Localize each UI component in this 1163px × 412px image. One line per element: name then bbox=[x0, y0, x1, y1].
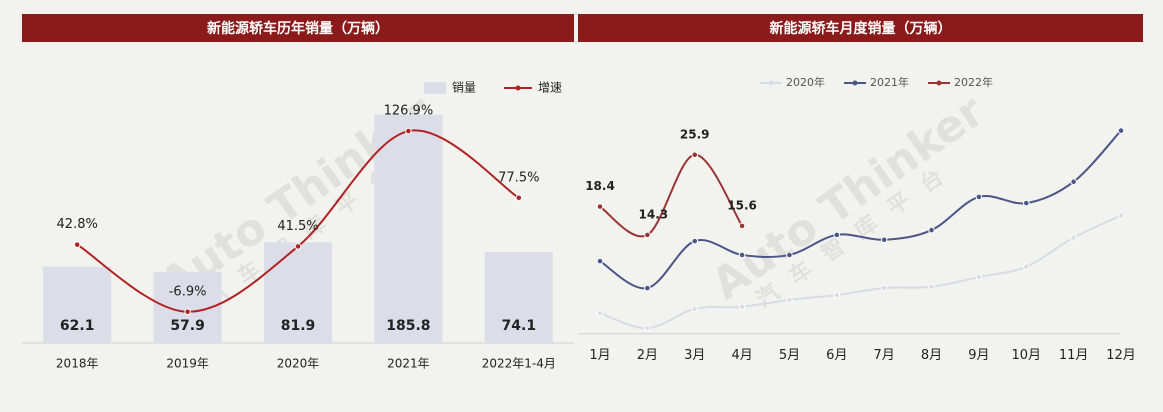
line-point bbox=[833, 231, 841, 239]
x-tick-label: 4月 bbox=[731, 348, 752, 363]
data-label: 18.4 bbox=[585, 179, 615, 193]
line-series bbox=[599, 129, 1122, 290]
line-point bbox=[975, 193, 983, 201]
legend-dot bbox=[768, 80, 774, 86]
line-point bbox=[1022, 263, 1030, 270]
legend-label: 2020年 bbox=[786, 75, 825, 89]
line-point bbox=[515, 194, 523, 202]
bar-value-label: 57.9 bbox=[170, 318, 205, 334]
line-point bbox=[928, 226, 935, 234]
data-label: 14.3 bbox=[639, 207, 669, 221]
line-point bbox=[1070, 178, 1077, 186]
data-label: 77.5% bbox=[498, 170, 539, 185]
x-tick-label: 8月 bbox=[921, 348, 942, 363]
header-bar bbox=[22, 14, 574, 42]
line-point bbox=[73, 241, 81, 248]
data-label: 41.5% bbox=[277, 219, 318, 234]
line-point bbox=[1117, 127, 1125, 134]
x-tick-label: 2020年 bbox=[277, 357, 320, 371]
x-tick-label: 2018年 bbox=[56, 357, 99, 371]
header-bar bbox=[578, 14, 1143, 42]
bar bbox=[43, 266, 112, 343]
legend-swatch bbox=[424, 82, 446, 94]
data-label: 126.9% bbox=[384, 104, 434, 119]
legend-label: 增速 bbox=[538, 81, 562, 95]
legend-label: 2021年 bbox=[870, 75, 909, 89]
line-point bbox=[596, 309, 604, 317]
line-point bbox=[691, 237, 699, 245]
line-point bbox=[184, 308, 191, 316]
line-point bbox=[786, 296, 793, 304]
line-point bbox=[786, 251, 793, 259]
x-tick-label: 1月 bbox=[589, 348, 610, 363]
x-tick-label: 5月 bbox=[779, 348, 800, 363]
legend-dot bbox=[852, 80, 858, 86]
chart-title: 新能源轿车历年销量（万辆） bbox=[207, 20, 389, 37]
line-point bbox=[294, 243, 302, 250]
line-point bbox=[880, 236, 888, 244]
legend-dot bbox=[936, 80, 942, 86]
line-point bbox=[975, 273, 983, 281]
legend-dot bbox=[515, 85, 521, 91]
line-point bbox=[928, 283, 935, 291]
line-series bbox=[599, 214, 1122, 330]
line-point bbox=[738, 303, 746, 311]
line-point bbox=[1070, 234, 1077, 241]
x-tick-label: 2022年1-4月 bbox=[482, 357, 556, 371]
line-point bbox=[405, 127, 412, 135]
x-tick-label: 2021年 bbox=[387, 357, 430, 371]
bar-value-label: 74.1 bbox=[502, 318, 537, 334]
bar-value-label: 81.9 bbox=[281, 318, 316, 334]
data-label: 42.8% bbox=[57, 217, 98, 232]
x-tick-label: 2月 bbox=[637, 348, 658, 363]
line-series bbox=[599, 153, 743, 238]
x-tick-label: 10月 bbox=[1011, 348, 1041, 363]
legend-label: 2022年 bbox=[954, 75, 993, 89]
bar-value-label: 62.1 bbox=[60, 318, 95, 334]
x-tick-label: 6月 bbox=[826, 348, 847, 363]
bar-value-label: 185.8 bbox=[386, 318, 430, 334]
line-point bbox=[596, 257, 604, 265]
legend-label: 销量 bbox=[452, 81, 476, 95]
line-point bbox=[644, 231, 651, 239]
x-tick-label: 2019年 bbox=[166, 357, 209, 371]
x-tick-label: 12月 bbox=[1106, 348, 1136, 363]
data-label: -6.9% bbox=[169, 284, 207, 299]
line-point bbox=[1117, 212, 1125, 219]
line-point bbox=[644, 324, 651, 332]
line-point bbox=[691, 151, 699, 159]
x-tick-label: 11月 bbox=[1059, 348, 1089, 363]
line-point bbox=[880, 284, 888, 292]
x-tick-label: 7月 bbox=[874, 348, 895, 363]
line-point bbox=[644, 284, 651, 292]
line-point bbox=[1022, 199, 1030, 207]
x-tick-label: 3月 bbox=[684, 348, 705, 363]
bar bbox=[264, 242, 332, 343]
line-point bbox=[833, 291, 841, 299]
bar bbox=[374, 114, 443, 343]
chart-title: 新能源轿车月度销量（万辆） bbox=[770, 20, 952, 37]
x-tick-label: 9月 bbox=[968, 348, 989, 363]
line-point bbox=[738, 251, 746, 259]
line-point bbox=[738, 222, 746, 230]
line-point bbox=[691, 305, 699, 313]
line-point bbox=[596, 203, 604, 210]
data-label: 25.9 bbox=[680, 127, 710, 141]
data-label: 15.6 bbox=[727, 198, 757, 212]
bar bbox=[484, 251, 553, 343]
